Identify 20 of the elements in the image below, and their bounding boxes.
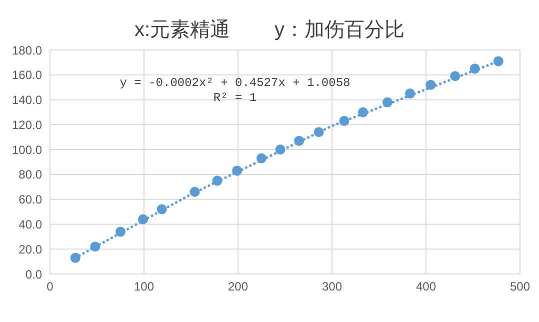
y-tick-label: 80.0 (18, 168, 42, 182)
y-tick-label: 40.0 (18, 217, 42, 232)
y-tick-label: 120.0 (12, 118, 42, 132)
y-tick-label: 180.0 (12, 43, 42, 58)
y-tick-label: 140.0 (12, 93, 42, 108)
point (493, 56, 504, 66)
y-tick-label: 0.0 (25, 267, 42, 282)
y-tick-label: 20.0 (18, 242, 42, 256)
x-tick-label: 100 (134, 280, 154, 294)
x-tick-label: 400 (416, 280, 436, 294)
y-tick-label: 60.0 (18, 192, 42, 207)
chart-title: x:元素精通 y：加伤百分比 (133, 18, 406, 43)
x-tick-label: 300 (322, 280, 342, 294)
annotation: y = -0.0002x² + 0.4527x + 1.0058 (118, 76, 352, 90)
annotation: R² = 1 (212, 91, 258, 105)
y-tick-label: 100.0 (12, 142, 42, 157)
x-tick-label: 500 (510, 280, 530, 294)
y-tick-label: 160.0 (12, 68, 42, 82)
x-tick-label: 0 (46, 280, 54, 294)
x-tick-label: 200 (228, 280, 248, 294)
